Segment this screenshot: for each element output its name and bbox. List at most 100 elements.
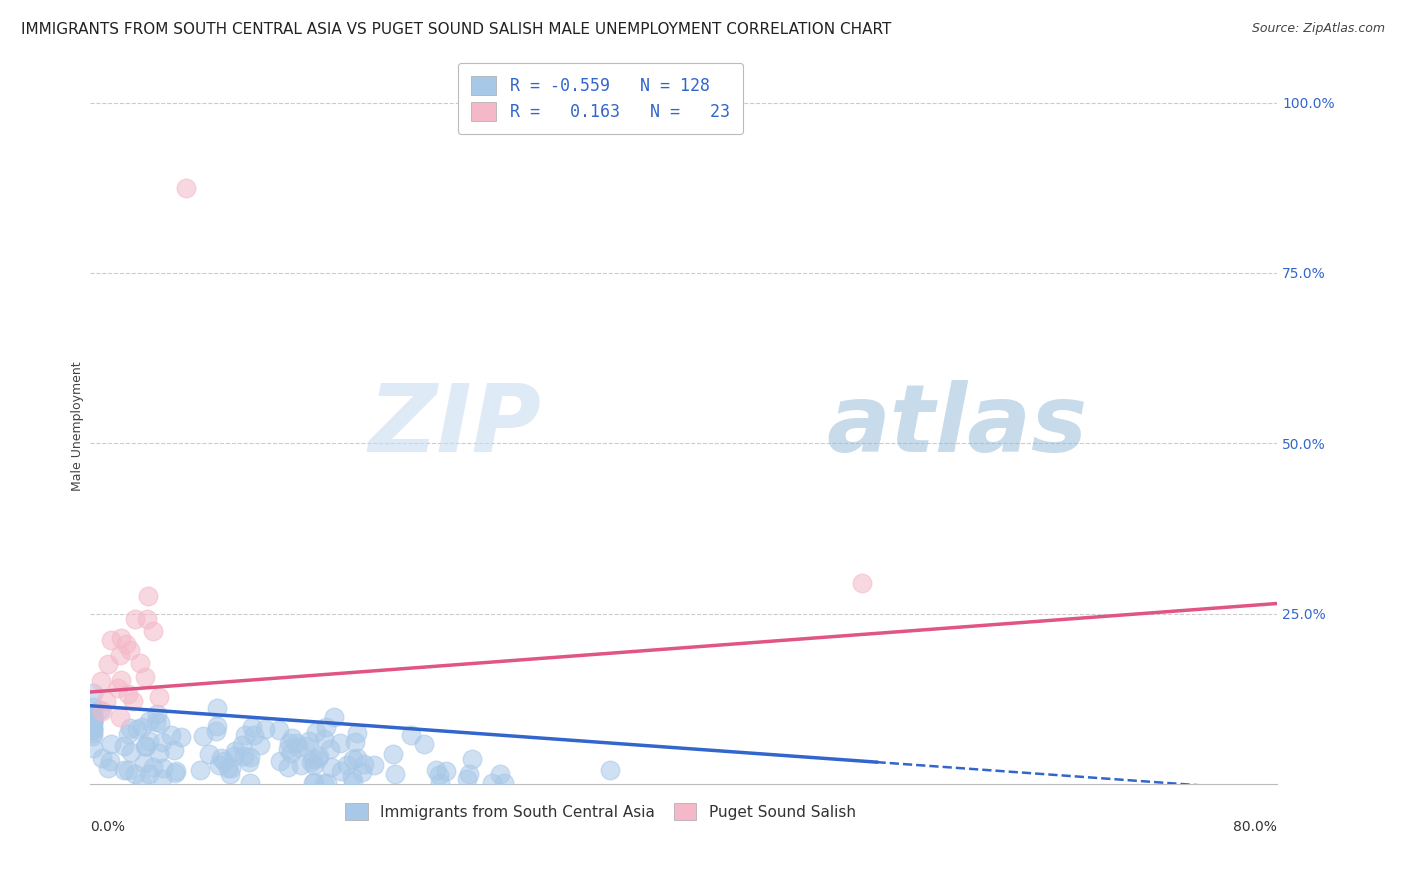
Point (287, 740, 309, 755)
Point (115, 637, 138, 651)
Point (232, 749, 254, 764)
Point (82, 712, 104, 726)
Point (152, 761, 174, 775)
Point (290, 758, 312, 772)
Point (277, 742, 299, 756)
Point (110, 631, 132, 645)
Point (413, 737, 436, 751)
Point (285, 736, 308, 750)
Point (165, 764, 187, 779)
Point (253, 722, 276, 736)
Point (150, 772, 173, 786)
Point (224, 744, 246, 758)
Point (128, 657, 150, 671)
Point (239, 776, 262, 790)
Point (117, 727, 139, 741)
Point (112, 763, 135, 777)
Point (219, 766, 242, 780)
Point (307, 751, 329, 765)
Point (231, 738, 253, 752)
Point (233, 728, 256, 742)
Point (188, 763, 211, 777)
Point (108, 648, 131, 663)
Point (456, 772, 478, 786)
Point (110, 710, 132, 724)
Point (131, 776, 153, 790)
Point (281, 731, 304, 745)
Point (82, 740, 104, 755)
Point (82, 700, 104, 714)
Point (82, 721, 104, 735)
Point (427, 767, 450, 781)
Point (342, 752, 364, 766)
Point (82, 706, 104, 721)
Point (240, 721, 263, 735)
Point (209, 751, 232, 765)
Point (302, 776, 325, 790)
Point (269, 723, 291, 737)
Point (82, 709, 104, 723)
Point (148, 690, 170, 704)
Point (481, 776, 503, 790)
Point (160, 728, 183, 742)
Point (90, 751, 112, 765)
Point (294, 739, 316, 754)
Text: ZIP: ZIP (368, 380, 541, 472)
Point (302, 774, 325, 789)
Point (112, 739, 135, 754)
Point (239, 750, 262, 764)
Point (399, 728, 422, 742)
Point (269, 754, 291, 768)
Point (314, 731, 336, 746)
Point (107, 681, 129, 695)
Point (352, 764, 374, 779)
Point (148, 746, 170, 760)
Point (301, 751, 323, 765)
Point (98, 754, 121, 768)
Point (489, 767, 512, 781)
Point (197, 747, 219, 762)
Point (150, 735, 173, 749)
Point (343, 735, 366, 749)
Point (214, 754, 236, 768)
Point (100, 737, 122, 751)
Point (82, 729, 104, 743)
Point (138, 734, 160, 748)
Point (82, 723, 104, 737)
Point (278, 736, 301, 750)
Point (429, 776, 451, 790)
Point (242, 728, 264, 742)
Point (304, 724, 326, 739)
Point (120, 643, 142, 657)
Point (217, 761, 239, 775)
Point (110, 673, 132, 688)
Point (299, 755, 322, 769)
Point (280, 746, 302, 760)
Point (329, 736, 352, 750)
Point (434, 764, 457, 778)
Point (308, 748, 330, 763)
Point (82, 686, 104, 700)
Point (277, 760, 299, 774)
Point (138, 767, 160, 781)
Point (193, 729, 215, 743)
Point (315, 720, 337, 734)
Point (135, 739, 157, 754)
Point (100, 633, 122, 648)
Point (342, 775, 364, 789)
Point (174, 181, 197, 195)
Point (329, 764, 352, 779)
Point (319, 741, 342, 756)
Text: Source: ZipAtlas.com: Source: ZipAtlas.com (1251, 22, 1385, 36)
Point (205, 700, 228, 714)
Text: 80.0%: 80.0% (1233, 820, 1277, 834)
Point (315, 776, 337, 790)
Point (117, 687, 139, 701)
Point (205, 723, 228, 738)
Point (219, 761, 242, 775)
Point (82, 714, 104, 728)
Text: atlas: atlas (827, 380, 1087, 472)
Point (851, 576, 873, 591)
Point (120, 745, 142, 759)
Point (136, 590, 159, 604)
